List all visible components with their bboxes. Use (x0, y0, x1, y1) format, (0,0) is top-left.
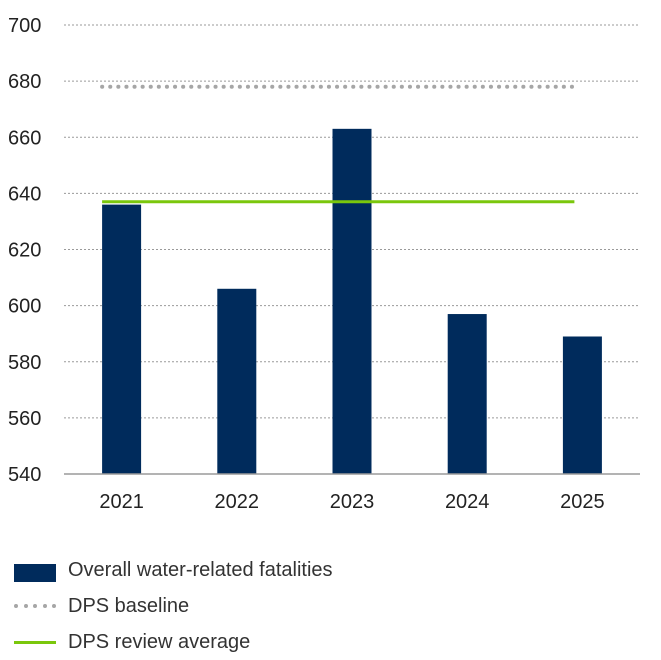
y-tick-label: 620 (8, 240, 41, 262)
y-tick-label: 660 (8, 127, 41, 149)
y-tick-label: 580 (8, 352, 41, 374)
legend: Overall water-related fatalities DPS bas… (14, 552, 333, 660)
bar-chart: 540 560 580 600 620 640 660 680 700 2021 2022 2023… (8, 15, 640, 513)
y-tick-label: 680 (8, 71, 41, 93)
x-axis-ticks: 2021 2022 2023 2024 2025 (99, 491, 604, 513)
y-tick-label: 640 (8, 183, 41, 205)
legend-item-review-average: DPS review average (14, 624, 333, 660)
x-tick-label: 2025 (560, 491, 605, 513)
legend-swatch-dotted (14, 604, 56, 608)
bar (562, 336, 602, 474)
x-tick-label: 2021 (99, 491, 144, 513)
legend-label-fatalities: Overall water-related fatalities (68, 558, 333, 581)
y-axis-ticks: 540 560 580 600 620 640 660 680 700 (8, 15, 41, 486)
y-tick-label: 540 (8, 464, 41, 486)
legend-item-fatalities: Overall water-related fatalities (14, 552, 333, 588)
legend-swatch-bar (14, 564, 56, 582)
legend-item-baseline: DPS baseline (14, 588, 333, 624)
bar (217, 288, 257, 474)
y-tick-label: 700 (8, 15, 41, 37)
y-tick-label: 600 (8, 296, 41, 318)
bar (447, 314, 487, 474)
bars (102, 128, 602, 475)
x-tick-label: 2024 (445, 491, 490, 513)
reference-lines (100, 84, 577, 204)
x-tick-label: 2022 (215, 491, 260, 513)
bar (332, 128, 372, 475)
legend-label-review-average: DPS review average (68, 630, 251, 653)
x-tick-label: 2023 (330, 491, 375, 513)
legend-swatch-line (14, 640, 56, 644)
legend-label-baseline: DPS baseline (68, 594, 190, 617)
y-tick-label: 560 (8, 408, 41, 430)
bar (102, 204, 142, 474)
